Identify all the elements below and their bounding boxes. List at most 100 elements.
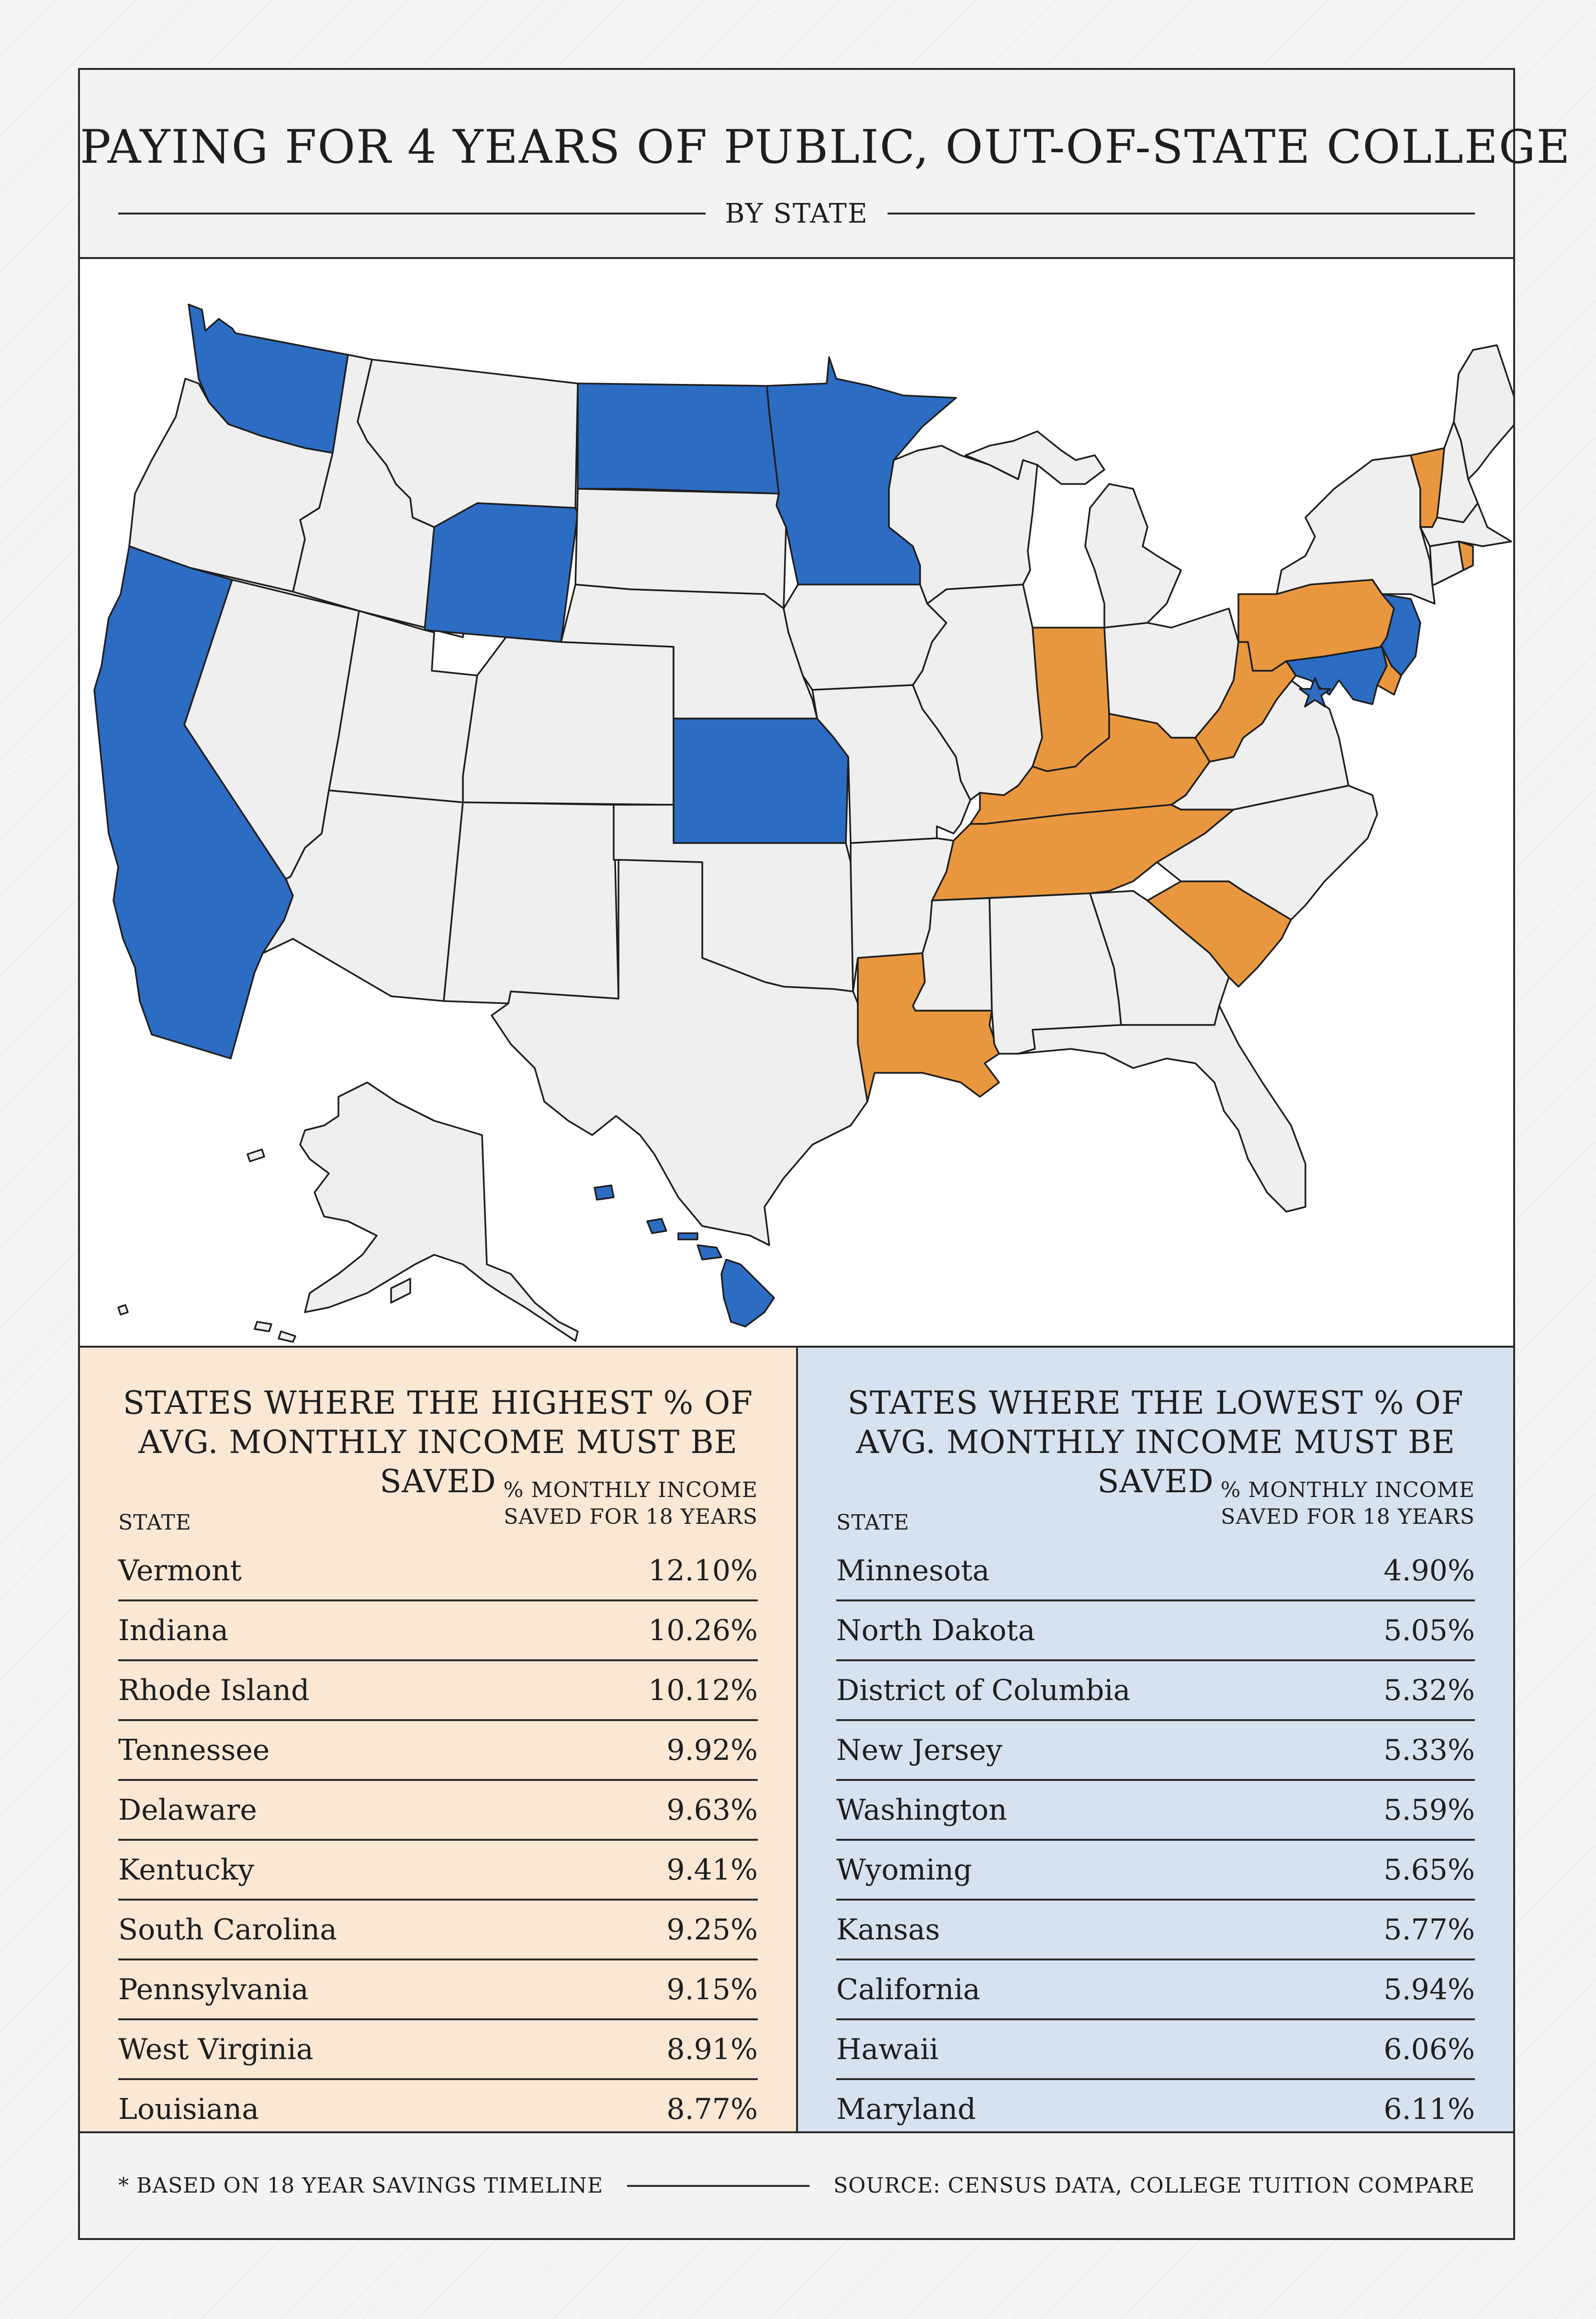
table-row: New Jersey 5.33% (836, 1721, 1475, 1781)
table-row: Vermont 12.10% (118, 1542, 758, 1601)
state-kansas (673, 718, 849, 844)
percent-value: 10.12% (648, 1673, 758, 1707)
state-wyoming (424, 502, 579, 643)
highest-panel-title: STATES WHERE THE HIGHEST % OF AVG. MONTH… (123, 1385, 753, 1500)
state-texas (491, 859, 868, 1246)
state-name: Minnesota (836, 1554, 990, 1587)
state-north-carolina (1156, 785, 1378, 921)
header: PAYING FOR 4 YEARS OF PUBLIC, OUT-OF-STA… (80, 70, 1571, 259)
percent-value: 12.10% (648, 1554, 758, 1587)
percent-value: 8.77% (666, 2092, 758, 2126)
state-name: Rhode Island (118, 1673, 310, 1707)
ranking-panels: STATES WHERE THE HIGHEST % OF AVG. MONTH… (80, 1346, 1513, 2140)
percent-value: 9.92% (666, 1733, 758, 1767)
percent-value: 5.59% (1383, 1793, 1475, 1827)
table-row: West Virginia 8.91% (118, 2020, 758, 2080)
percent-value: 6.06% (1383, 2032, 1475, 2066)
state-name: Tennessee (118, 1733, 270, 1767)
state-maryland (1285, 646, 1388, 705)
state-name: Kansas (836, 1913, 940, 1947)
state-new-mexico (443, 801, 619, 1004)
lowest-panel-title: STATES WHERE THE LOWEST % OF AVG. MONTHL… (847, 1385, 1464, 1500)
divider (627, 2184, 809, 2187)
state-michigan (1084, 483, 1182, 629)
state-michigan-up (965, 430, 1105, 485)
state-name: Vermont (118, 1554, 242, 1587)
state-georgia (1089, 890, 1230, 1026)
page-title: PAYING FOR 4 YEARS OF PUBLIC, OUT-OF-STA… (80, 120, 1571, 174)
state-name: Washington (836, 1793, 1007, 1827)
table-row: Rhode Island 10.12% (118, 1661, 758, 1721)
percent-column-header-line: SAVED FOR 18 YEARS (1221, 1505, 1475, 1529)
percent-column-header-line: % MONTHLY INCOME (503, 1478, 758, 1502)
state-alaska-island (278, 1330, 296, 1343)
state-hawaii (720, 1259, 775, 1328)
state-alaska-island (247, 1148, 265, 1162)
state-name: Kentucky (118, 1853, 254, 1887)
state-colorado (462, 636, 674, 806)
state-wisconsin (888, 445, 1038, 605)
state-name: New Jersey (836, 1733, 1002, 1767)
table-row: Delaware 9.63% (118, 1781, 758, 1841)
state-name: North Dakota (836, 1613, 1035, 1647)
infographic-frame: PAYING FOR 4 YEARS OF PUBLIC, OUT-OF-STA… (78, 68, 1571, 2240)
state-florida (1017, 1005, 1306, 1213)
state-name: Wyoming (836, 1853, 972, 1887)
footer: * BASED ON 18 YEAR SAVINGS TIMELINE SOUR… (80, 2131, 1513, 2238)
state-new-york (1276, 454, 1436, 605)
table-row: California 5.94% (836, 1960, 1475, 2020)
table-row: District of Columbia 5.32% (836, 1661, 1475, 1721)
percent-value: 8.91% (666, 2032, 758, 2066)
state-column-header: STATE (118, 1510, 191, 1535)
state-column-header: STATE (836, 1510, 910, 1535)
state-hawaii-maui (697, 1244, 722, 1261)
table-row: Pennsylvania 9.15% (118, 1960, 758, 2020)
percent-value: 5.05% (1383, 1613, 1475, 1647)
state-name: Hawaii (836, 2032, 939, 2066)
state-name: West Virginia (118, 2032, 314, 2066)
state-maine (1453, 344, 1513, 480)
divider (118, 213, 706, 214)
table-row: Tennessee 9.92% (118, 1721, 758, 1781)
dc-star-icon (1299, 677, 1331, 708)
state-delaware (1376, 646, 1402, 696)
state-name: Maryland (836, 2092, 976, 2126)
us-map-svg (93, 304, 1513, 1343)
percent-column-header: % MONTHLY INCOME SAVED FOR 18 YEARS (504, 1477, 758, 1531)
percent-value: 5.65% (1383, 1853, 1475, 1887)
state-name: Louisiana (118, 2092, 259, 2126)
lowest-panel: STATES WHERE THE LOWEST % OF AVG. MONTHL… (798, 1348, 1513, 2140)
lowest-table: Minnesota 4.90% North Dakota 5.05% District … (836, 1542, 1475, 2140)
source-credit: SOURCE: CENSUS DATA, COLLEGE TUITION COM… (833, 2173, 1475, 2198)
table-row: Minnesota 4.90% (836, 1542, 1475, 1601)
percent-value: 9.15% (666, 1972, 758, 2006)
state-nebraska (560, 584, 818, 720)
state-name: Delaware (118, 1793, 257, 1827)
percent-value: 9.63% (666, 1793, 758, 1827)
table-row: Wyoming 5.65% (836, 1841, 1475, 1901)
percent-value: 5.32% (1383, 1673, 1475, 1707)
state-alaska-island (117, 1304, 129, 1316)
page-subtitle: BY STATE (725, 198, 868, 229)
percent-column-header-line: % MONTHLY INCOME (1220, 1478, 1475, 1502)
table-row: North Dakota 5.05% (836, 1601, 1475, 1661)
state-name: Indiana (118, 1613, 229, 1647)
footnote: * BASED ON 18 YEAR SAVINGS TIMELINE (118, 2173, 603, 2198)
table-row: Indiana 10.26% (118, 1601, 758, 1661)
state-alaska (299, 1081, 579, 1342)
percent-value: 6.11% (1383, 2092, 1475, 2126)
percent-value: 5.94% (1383, 1972, 1475, 2006)
table-row: South Carolina 9.25% (118, 1901, 758, 1960)
table-row: Washington 5.59% (836, 1781, 1475, 1841)
table-row: Kansas 5.77% (836, 1901, 1475, 1960)
state-alaska-island (254, 1321, 272, 1332)
state-north-dakota (577, 383, 780, 495)
percent-value: 4.90% (1383, 1554, 1475, 1587)
percent-value: 10.26% (648, 1613, 758, 1647)
state-name: California (836, 1972, 980, 2006)
percent-column-header: % MONTHLY INCOME SAVED FOR 18 YEARS (1221, 1477, 1475, 1531)
state-hawaii-kauai (594, 1184, 615, 1201)
percent-value: 5.33% (1383, 1733, 1475, 1767)
percent-value: 9.25% (666, 1913, 758, 1947)
state-alaska-island (390, 1278, 411, 1304)
